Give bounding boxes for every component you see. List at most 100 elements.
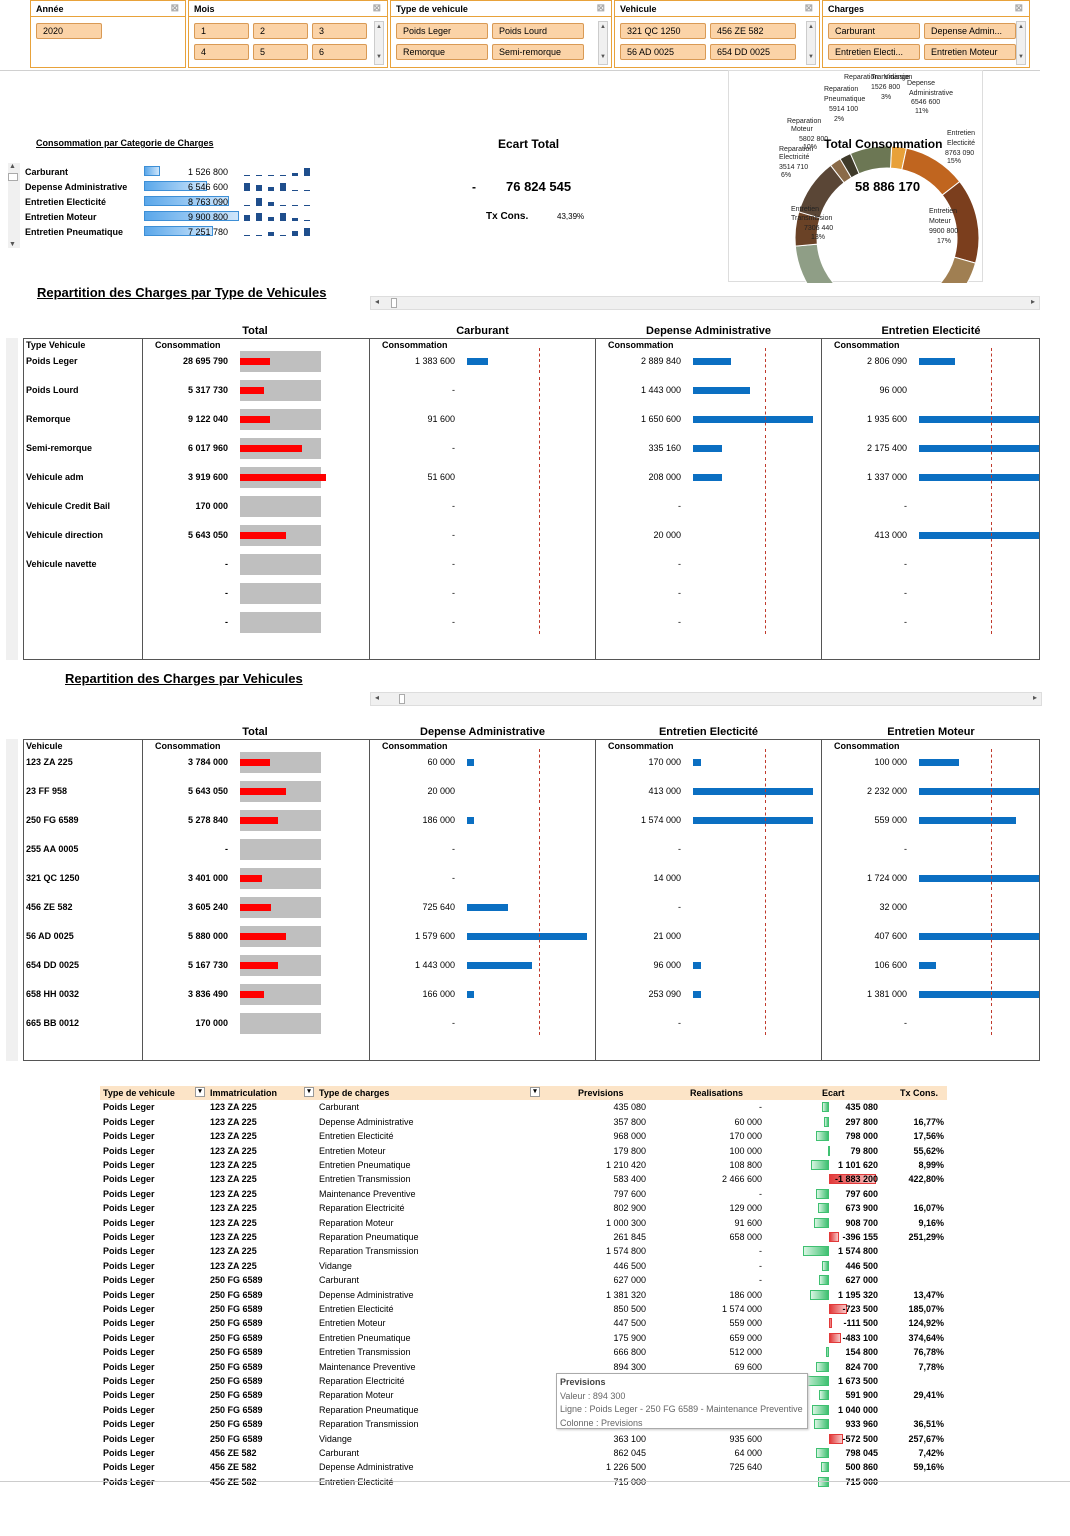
slicer-scrollbar[interactable]: ▲ ▼: [806, 21, 816, 65]
filter-dropdown-icon[interactable]: ▾: [195, 1087, 205, 1097]
slicer-item[interactable]: 654 DD 0025: [710, 44, 796, 60]
conso-subheader: Consommation: [608, 340, 674, 350]
pivot-tx: 257,67%: [908, 1433, 944, 1444]
total-red-bar: [240, 991, 264, 998]
spark-bar: [280, 204, 286, 206]
donut-label: 10%: [803, 144, 817, 151]
pivot-header-cell[interactable]: Immatriculation: [210, 1088, 278, 1098]
slicer-item[interactable]: 2: [253, 23, 308, 39]
clear-filter-icon[interactable]: ⊠: [1014, 3, 1023, 14]
row-total: 3 919 600: [187, 472, 228, 482]
slicer-item[interactable]: Entretien Electi...: [828, 44, 920, 60]
pivot-row: Poids Leger 250 FG 6589 Reparation Pneumat…: [100, 1403, 947, 1417]
clear-filter-icon[interactable]: ⊠: [596, 3, 605, 14]
pivot-charge: Reparation Moteur: [319, 1390, 394, 1401]
slicer-item[interactable]: Entretien Moteur: [924, 44, 1016, 60]
cell-blue-bar: [467, 817, 475, 824]
slicer-item[interactable]: 56 AD 0025: [620, 44, 706, 60]
slicer-item[interactable]: 456 ZE 582: [710, 23, 796, 39]
pivot-type: Poids Leger: [103, 1318, 155, 1329]
cell-value: 407 600: [874, 931, 907, 941]
target-line: [991, 778, 992, 803]
pivot-real: 559 000: [729, 1318, 762, 1329]
target-line: [991, 836, 992, 861]
slicer-item[interactable]: 321 QC 1250: [620, 23, 706, 39]
clear-filter-icon[interactable]: ⊠: [170, 3, 179, 14]
spark-bar: [292, 230, 298, 236]
slicer-item[interactable]: Depense Admin...: [924, 23, 1016, 39]
pivot-header-cell[interactable]: Type de charges: [319, 1088, 390, 1098]
slicer-scrollbar[interactable]: ▲ ▼: [374, 21, 384, 65]
pivot-charge: Vidange: [319, 1433, 352, 1444]
pivot-ecart-bar-pos: [819, 1390, 829, 1401]
slicer-item[interactable]: 5: [253, 44, 308, 60]
pivot-charge: Entretien Pneumatique: [319, 1332, 411, 1343]
rep_type-vscroll[interactable]: [6, 338, 18, 660]
rep-veh-hscroll[interactable]: ◂ ▸: [370, 692, 1042, 706]
donut-label: Electicité: [947, 140, 975, 147]
cell-blue-bar: [919, 875, 1039, 882]
clear-filter-icon[interactable]: ⊠: [372, 3, 381, 14]
clear-filter-icon[interactable]: ⊠: [804, 3, 813, 14]
donut-label: 6546 600: [911, 99, 940, 106]
row-label: Semi-remorque: [26, 443, 93, 453]
slicer-scrollbar[interactable]: ▲ ▼: [598, 21, 608, 65]
cell-value: 1 650 600: [640, 414, 681, 424]
pivot-row: Poids Leger 250 FG 6589 Entretien Electici…: [100, 1302, 947, 1316]
donut-slice[interactable]: [849, 145, 893, 175]
rep-type-hscroll[interactable]: ◂ ▸: [370, 296, 1040, 310]
slicer-item[interactable]: 6: [312, 44, 367, 60]
slicer-item[interactable]: 3: [312, 23, 367, 39]
pivot-immat: 123 ZA 225: [210, 1260, 257, 1271]
row-total: 3 836 490: [187, 989, 228, 999]
conso-cat-bar: [144, 181, 207, 191]
conso-cat-label: Entretien Electicité: [25, 197, 107, 207]
pivot-type: Poids Leger: [103, 1390, 155, 1401]
slicer-item[interactable]: Remorque: [396, 44, 488, 60]
cell-value: 166 000: [422, 989, 455, 999]
slicer-scrollbar[interactable]: ▲ ▼: [1016, 21, 1026, 65]
slicer-item[interactable]: Poids Leger: [396, 23, 488, 39]
rep_veh-frame: [23, 739, 1040, 1061]
pivot-immat: 250 FG 6589: [210, 1376, 263, 1386]
pivot-type: Poids Leger: [103, 1160, 155, 1170]
slicer-item[interactable]: 2020: [36, 23, 102, 39]
slicer-item[interactable]: Poids Lourd: [492, 23, 584, 39]
pivot-type: Poids Leger: [103, 1275, 155, 1286]
cell-value: 1 337 000: [866, 472, 907, 482]
cell-value: -: [904, 1018, 907, 1028]
conso-cat-label: Carburant: [25, 167, 69, 177]
target-line: [991, 894, 992, 919]
pivot-prev: 797 600: [613, 1188, 646, 1199]
pivot-tx: 17,56%: [913, 1131, 944, 1142]
filter-dropdown-icon[interactable]: ▾: [530, 1087, 540, 1097]
pivot-ecart: -483 100: [842, 1332, 878, 1343]
donut-slice[interactable]: [902, 256, 977, 328]
pivot-header-cell[interactable]: Type de vehicule: [103, 1088, 175, 1098]
spark-bar: [268, 175, 274, 176]
slicer-item[interactable]: 4: [194, 44, 249, 60]
conso-cat-scrollbar[interactable]: ▲ ▼: [8, 163, 20, 248]
row-total: 5 643 050: [187, 530, 228, 540]
pivot-prev: 261 845: [613, 1232, 646, 1242]
target-line: [539, 522, 540, 547]
pivot-ecart: 446 500: [845, 1260, 878, 1271]
pivot-ecart: 79 800: [850, 1145, 878, 1156]
pivot-row: Poids Leger 250 FG 6589 Reparation Moteur 5…: [100, 1388, 947, 1402]
rep_veh-vscroll[interactable]: [6, 739, 18, 1061]
pivot-row: Poids Leger 123 ZA 225 Reparation Pneumati…: [100, 1230, 947, 1244]
donut-slice[interactable]: [794, 243, 843, 309]
row-total: 5 880 000: [187, 931, 228, 941]
pivot-ecart: 1 101 620: [837, 1160, 878, 1170]
pivot-row: Poids Leger 123 ZA 225 Reparation Transmis…: [100, 1244, 947, 1258]
filter-dropdown-icon[interactable]: ▾: [304, 1087, 314, 1097]
column-divider: [369, 338, 370, 660]
target-line: [991, 749, 992, 774]
sparkline: [244, 166, 324, 176]
donut-total: 58 886 170: [855, 179, 921, 194]
slicer-item[interactable]: Carburant: [828, 23, 920, 39]
slicer-item[interactable]: 1: [194, 23, 249, 39]
slicer-item[interactable]: Semi-remorque: [492, 44, 584, 60]
cell-blue-bar: [467, 962, 533, 969]
donut-label: Reparation: [779, 146, 813, 153]
